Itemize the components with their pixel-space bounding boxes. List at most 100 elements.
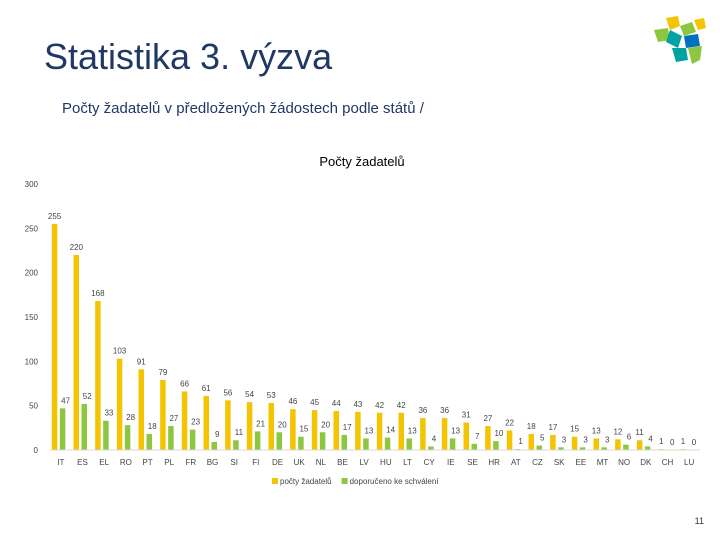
- data-label-FI-recommended: 21: [256, 419, 265, 428]
- x-tick-label: LT: [403, 458, 412, 467]
- data-label-NO-recommended: 6: [627, 433, 632, 442]
- data-label-EL-applicants: 168: [91, 289, 105, 298]
- x-tick-label: FI: [252, 458, 259, 467]
- bar-SI-recommended: [233, 440, 239, 450]
- data-label-DE-applicants: 53: [267, 391, 276, 400]
- data-label-DK-applicants: 11: [635, 428, 644, 437]
- bar-HU-recommended: [384, 437, 391, 450]
- x-tick-label: AT: [511, 458, 521, 467]
- x-tick-label: CH: [662, 458, 674, 467]
- data-label-PT-recommended: 18: [148, 422, 157, 431]
- data-label-NO-applicants: 12: [613, 427, 622, 436]
- data-label-RO-recommended: 28: [126, 413, 135, 422]
- data-label-LU-recommended: 0: [692, 438, 697, 447]
- data-label-CZ-applicants: 18: [527, 422, 536, 431]
- bar-EE-applicants: [571, 436, 578, 450]
- x-tick-label: UK: [294, 458, 306, 467]
- data-label-CY-applicants: 36: [418, 406, 427, 415]
- data-label-CY-recommended: 4: [432, 434, 437, 443]
- data-label-PL-recommended: 27: [169, 414, 178, 423]
- data-label-SK-recommended: 3: [562, 435, 567, 444]
- x-tick-label: IE: [447, 458, 455, 467]
- x-tick-label: MT: [597, 458, 609, 467]
- x-tick-label: NO: [618, 458, 630, 467]
- x-tick-label: SE: [467, 458, 478, 467]
- bar-CZ-recommended: [536, 445, 542, 450]
- x-tick-label: IT: [57, 458, 64, 467]
- data-label-BE-applicants: 44: [332, 399, 341, 408]
- bar-LV-recommended: [363, 438, 369, 450]
- bar-NL-applicants: [311, 410, 318, 450]
- x-tick-label: CY: [424, 458, 436, 467]
- bar-RO-recommended: [124, 425, 131, 450]
- y-tick-label: 150: [25, 313, 39, 322]
- chart-title: Počty žadatelů: [319, 154, 404, 169]
- legend-label-0: počty žadatelů: [280, 477, 332, 486]
- bar-SK-applicants: [550, 434, 556, 450]
- bar-LT-applicants: [398, 412, 404, 450]
- data-label-UK-applicants: 46: [288, 397, 297, 406]
- x-tick-label: SI: [230, 458, 238, 467]
- bar-ES-applicants: [73, 254, 79, 450]
- bar-NO-recommended: [623, 444, 629, 450]
- data-label-IT-applicants: 255: [48, 212, 62, 221]
- bar-HR-applicants: [485, 426, 491, 450]
- bar-PT-applicants: [138, 369, 144, 450]
- data-label-FR-recommended: 23: [191, 418, 200, 427]
- x-tick-label: LU: [684, 458, 694, 467]
- page-number: 11: [694, 516, 704, 526]
- bar-BG-applicants: [203, 395, 209, 450]
- bar-SE-applicants: [463, 422, 469, 450]
- bar-FI-recommended: [254, 431, 261, 450]
- x-tick-label: EL: [99, 458, 109, 467]
- bar-IT-recommended: [59, 408, 66, 450]
- data-label-UK-recommended: 15: [299, 425, 308, 434]
- bar-PT-recommended: [146, 434, 152, 450]
- bar-SK-recommended: [558, 447, 564, 450]
- bar-ES-recommended: [81, 403, 87, 450]
- bar-FR-applicants: [181, 391, 188, 450]
- bar-PL-applicants: [160, 379, 166, 450]
- data-label-CH-applicants: 1: [659, 437, 664, 446]
- x-axis: IT ES EL RO PT PL FR BG SI FI DE UK NL BE LV HU LT CY IE SE…: [50, 449, 700, 467]
- data-label-AT-recommended: 1: [518, 437, 523, 446]
- data-label-BG-applicants: 61: [202, 384, 211, 393]
- x-tick-label: EE: [575, 458, 586, 467]
- bar-LT-recommended: [406, 438, 412, 450]
- bar-EL-recommended: [103, 420, 109, 450]
- data-label-EL-recommended: 33: [104, 409, 113, 418]
- bar-BE-applicants: [333, 410, 339, 450]
- bar-CY-recommended: [428, 446, 434, 450]
- legend: počty žadatelů doporučeno ke schválení: [272, 477, 439, 486]
- bar-NO-applicants: [615, 439, 621, 450]
- bar-EE-recommended: [579, 447, 586, 450]
- data-label-IE-recommended: 13: [451, 426, 460, 435]
- bar-FI-applicants: [246, 402, 253, 450]
- x-tick-label: FR: [185, 458, 196, 467]
- data-label-HR-recommended: 10: [494, 429, 503, 438]
- x-tick-label: DK: [640, 458, 652, 467]
- data-label-LV-applicants: 43: [353, 400, 362, 409]
- bar-DE-recommended: [276, 432, 282, 450]
- data-label-IT-recommended: 47: [61, 396, 70, 405]
- bar-EL-applicants: [95, 301, 101, 450]
- y-axis: 0 50 100 150 200 250 300: [25, 180, 39, 455]
- data-label-PL-applicants: 79: [158, 368, 167, 377]
- bar-UK-recommended: [298, 436, 304, 450]
- y-tick-label: 200: [25, 269, 39, 278]
- x-tick-label: RO: [120, 458, 132, 467]
- data-label-IE-applicants: 36: [440, 406, 449, 415]
- data-label-ES-applicants: 220: [70, 243, 84, 252]
- data-label-SE-applicants: 31: [462, 411, 471, 420]
- data-label-LV-recommended: 13: [364, 426, 373, 435]
- bar-DK-applicants: [636, 440, 643, 450]
- x-tick-label: SK: [554, 458, 565, 467]
- bars-group: 2554722052168331032891187927662361956115…: [48, 212, 697, 450]
- data-label-MT-recommended: 3: [605, 435, 610, 444]
- data-label-LT-recommended: 13: [408, 426, 417, 435]
- slide-title: Statistika 3. výzva: [44, 36, 333, 77]
- data-label-SE-recommended: 7: [475, 432, 480, 441]
- bar-BE-recommended: [341, 434, 347, 450]
- data-label-AT-applicants: 22: [505, 418, 514, 427]
- y-tick-label: 50: [29, 402, 38, 411]
